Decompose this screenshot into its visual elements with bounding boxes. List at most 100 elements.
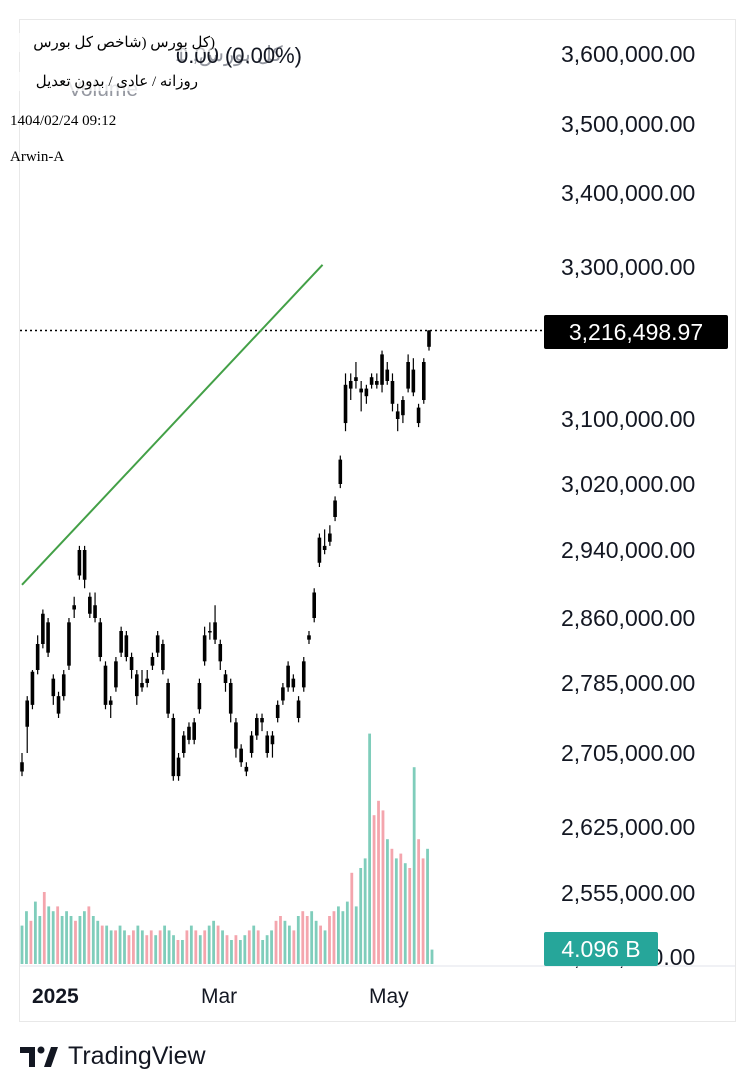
candle (385, 362, 390, 385)
volume-bar (230, 940, 233, 964)
volume-bar (42, 892, 46, 964)
candle (328, 525, 332, 546)
candle (359, 381, 363, 412)
volume-bar (158, 930, 162, 964)
y-tick-label: 3,300,000.00 (561, 254, 695, 280)
candle (51, 674, 56, 705)
volume-bar (252, 925, 256, 964)
candle (124, 631, 129, 662)
volume-bar (323, 930, 327, 964)
volume-bar (167, 930, 171, 964)
volume-bar (279, 916, 282, 964)
volume-bar (56, 906, 60, 964)
candle (82, 545, 87, 589)
candle-layer (20, 330, 431, 781)
candle (369, 373, 374, 389)
candle (77, 545, 82, 580)
tradingview-logo[interactable]: TradingView (20, 1040, 206, 1072)
last-price-badge: 3,216,498.97 (544, 315, 728, 349)
volume-bar (33, 901, 37, 964)
candle (296, 696, 301, 723)
volume-bar (301, 911, 305, 964)
candle (93, 592, 97, 623)
volume-bar (341, 911, 345, 964)
candle (72, 596, 76, 618)
volume-bar (38, 916, 42, 964)
candle (312, 588, 317, 623)
candle (202, 626, 207, 666)
candle (286, 661, 290, 692)
candle (145, 670, 150, 688)
volume-bar (109, 930, 113, 964)
volume-bar (368, 733, 372, 964)
volume-bar (82, 911, 86, 964)
candle (411, 358, 416, 397)
candle (244, 762, 249, 777)
volume-bar (399, 853, 403, 964)
candle (260, 713, 264, 732)
volume-bar (328, 916, 331, 964)
volume-bar (319, 925, 322, 964)
volume-bar (377, 800, 380, 964)
candle (155, 631, 160, 657)
volume-bar (20, 925, 24, 964)
volume-bar (270, 930, 273, 964)
y-tick-label: 3,400,000.00 (561, 180, 695, 206)
candle (161, 639, 165, 675)
header-author: Arwin-A (10, 149, 65, 165)
volume-bar (274, 920, 278, 964)
volume-bar (386, 839, 389, 964)
volume-bar (163, 925, 167, 964)
volume-bar (127, 935, 131, 964)
volume-bar (29, 920, 33, 964)
tradingview-icon (20, 1046, 58, 1067)
candle (129, 652, 134, 679)
volume-bar (198, 935, 202, 964)
candle (56, 691, 61, 718)
volume-bar (412, 767, 416, 964)
candle (218, 639, 223, 670)
volume-bar (359, 868, 363, 964)
volume-bar (314, 920, 318, 964)
candle (192, 718, 196, 745)
volume-bar (381, 810, 385, 964)
volume-bar (203, 930, 207, 964)
candle (390, 373, 395, 412)
candle (239, 744, 243, 767)
volume-bar (78, 916, 82, 964)
candle (41, 609, 45, 649)
candle (333, 496, 337, 522)
candle (265, 731, 270, 758)
volume-bar (149, 930, 153, 964)
candle (187, 722, 191, 745)
candle (88, 592, 92, 618)
candle (395, 403, 400, 432)
candle (35, 635, 40, 675)
volume-bar (96, 920, 100, 964)
volume-bar (176, 940, 180, 964)
volume-bar (354, 906, 358, 964)
tradingview-wordmark: TradingView (68, 1041, 206, 1070)
candle (98, 618, 103, 662)
volume-bar (145, 935, 149, 964)
y-tick-label: 2,785,000.00 (561, 670, 695, 696)
candle (270, 731, 275, 758)
volume-bar (132, 930, 135, 964)
volume-bar (216, 925, 220, 964)
candle (140, 670, 144, 692)
volume-bar (265, 935, 269, 964)
trendline (21, 264, 324, 586)
volume-bar (292, 930, 296, 964)
candle (249, 731, 254, 758)
volume-bar (91, 916, 95, 964)
volume-bar (51, 911, 55, 964)
volume-bar (212, 920, 216, 964)
volume-bar (256, 930, 260, 964)
y-tick-label: 2,625,000.00 (561, 814, 695, 840)
volume-layer (20, 733, 434, 964)
volume-bar (118, 925, 122, 964)
volume-bar (189, 925, 193, 964)
candle (234, 718, 238, 758)
candle (228, 678, 233, 723)
